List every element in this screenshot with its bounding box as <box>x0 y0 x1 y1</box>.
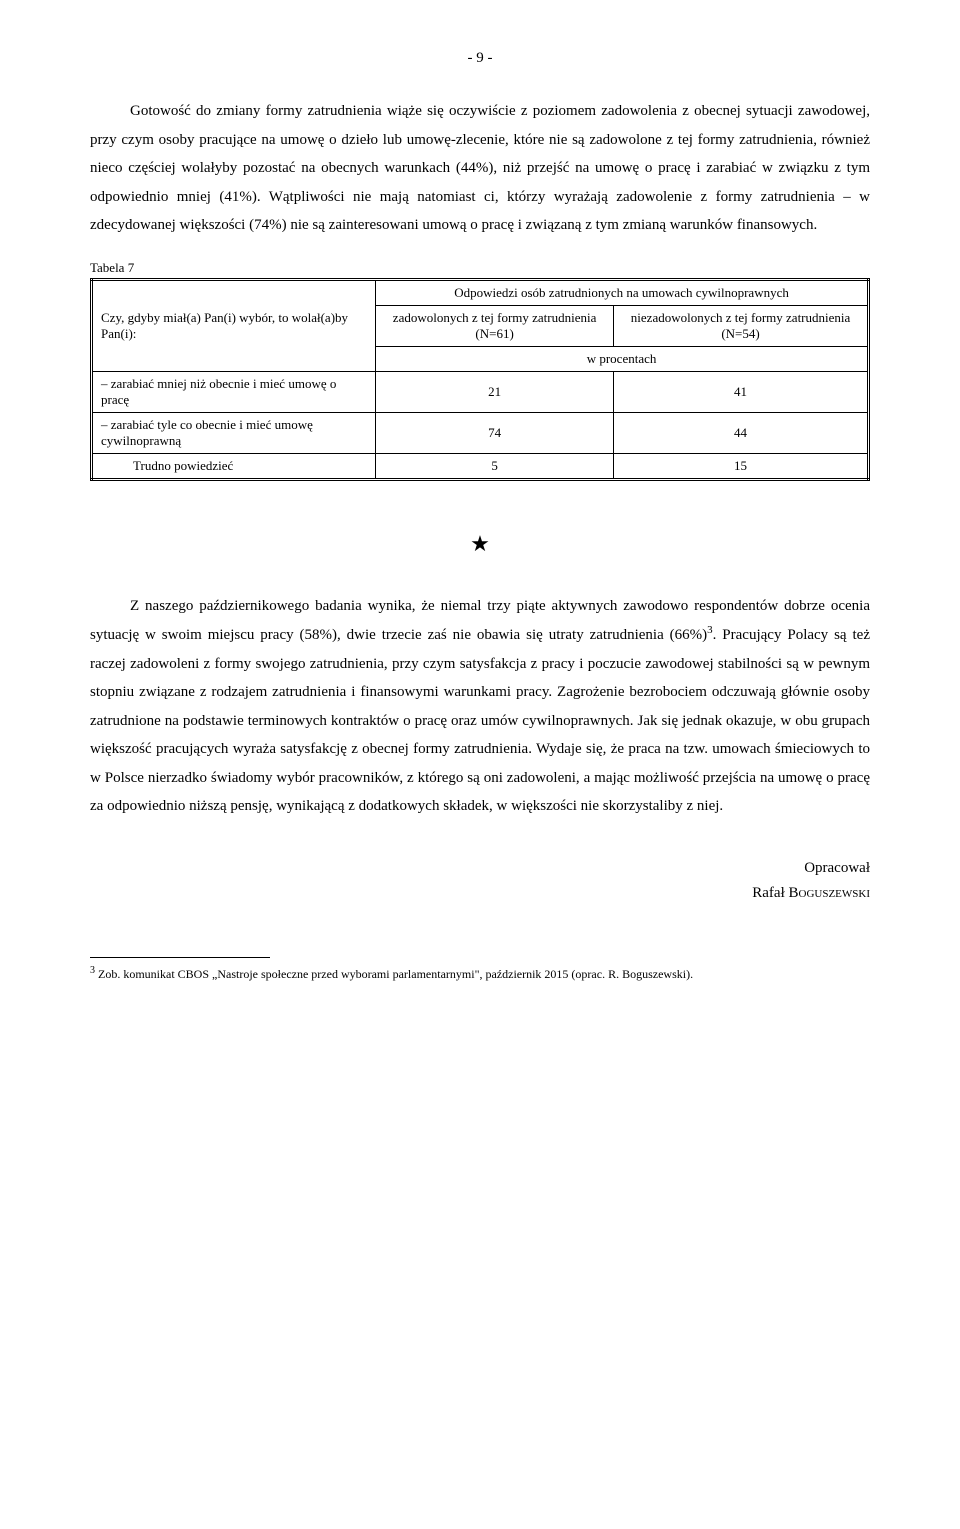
table-cell: 15 <box>614 453 869 479</box>
table-left-header: Czy, gdyby miał(a) Pan(i) wybór, to wola… <box>92 279 376 371</box>
paragraph-1: Gotowość do zmiany formy zatrudnienia wi… <box>90 97 870 240</box>
author-line2: Rafał Boguszewski <box>90 881 870 907</box>
paragraph-2: Z naszego październikowego badania wynik… <box>90 592 870 821</box>
author-firstname: Rafał <box>752 885 788 901</box>
table-caption: Tabela 7 <box>90 260 870 276</box>
table-row-label: – zarabiać mniej niż obecnie i mieć umow… <box>92 371 376 412</box>
page-number: - 9 - <box>90 50 870 67</box>
table-percent-label: w procentach <box>376 346 869 371</box>
table-cell: 41 <box>614 371 869 412</box>
table-cell: 74 <box>376 412 614 453</box>
table-col1-header: zadowolonych z tej formy zatrudnienia (N… <box>376 305 614 346</box>
table-cell: 21 <box>376 371 614 412</box>
footnote-text: Zob. komunikat CBOS „Nastroje społeczne … <box>95 967 693 981</box>
author-lastname: Boguszewski <box>789 885 871 901</box>
footnote: 3 Zob. komunikat CBOS „Nastroje społeczn… <box>90 964 870 983</box>
data-table: Czy, gdyby miał(a) Pan(i) wybór, to wola… <box>90 278 870 481</box>
table-row: – zarabiać mniej niż obecnie i mieć umow… <box>92 371 869 412</box>
author-line1: Opracował <box>90 856 870 882</box>
author-block: Opracował Rafał Boguszewski <box>90 856 870 907</box>
table-cell: 44 <box>614 412 869 453</box>
paragraph-2-part2: . Pracujący Polacy są też raczej zadowol… <box>90 627 870 814</box>
footnote-rule <box>90 957 270 958</box>
table-row-label: Trudno powiedzieć <box>92 453 376 479</box>
table-cell: 5 <box>376 453 614 479</box>
table-row-label: – zarabiać tyle co obecnie i mieć umowę … <box>92 412 376 453</box>
table-col2-header: niezadowolonych z tej formy zatrudnienia… <box>614 305 869 346</box>
table-top-header: Odpowiedzi osób zatrudnionych na umowach… <box>376 279 869 305</box>
star-separator: ★ <box>90 531 870 557</box>
table-row: Trudno powiedzieć 5 15 <box>92 453 869 479</box>
table-row: – zarabiać tyle co obecnie i mieć umowę … <box>92 412 869 453</box>
